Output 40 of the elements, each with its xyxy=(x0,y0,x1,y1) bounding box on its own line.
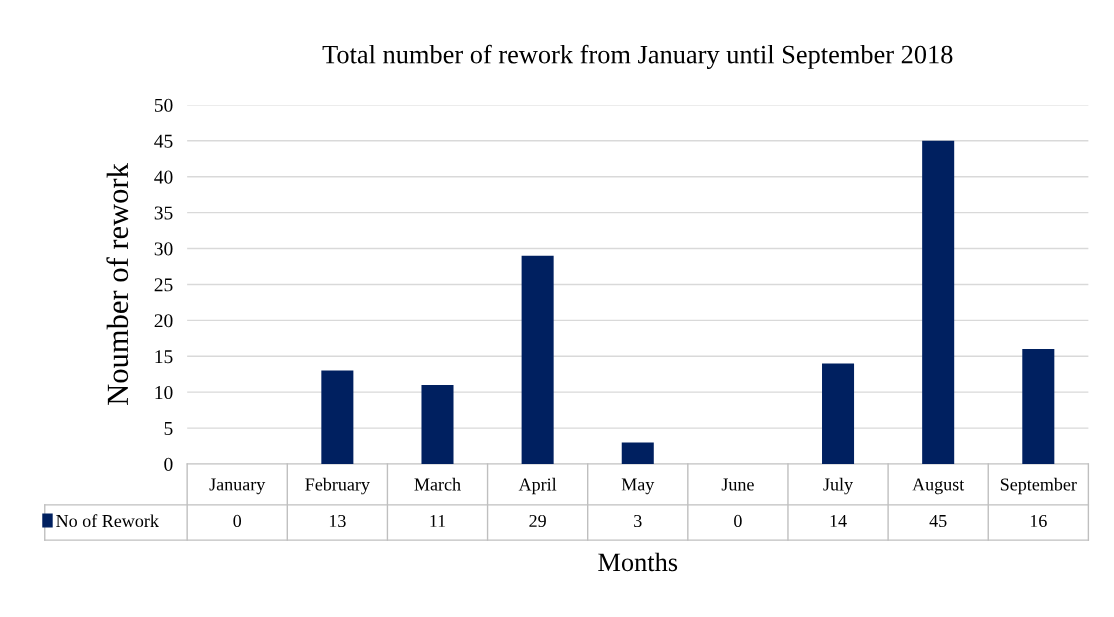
y-tick-label: 40 xyxy=(154,170,173,184)
y-tick-label: 30 xyxy=(154,242,173,256)
data-label: 0 xyxy=(734,514,742,528)
y-axis-title: Noumber of rework xyxy=(106,163,129,405)
data-label: 0 xyxy=(233,514,242,528)
bar xyxy=(421,384,454,464)
x-axis-title: Months xyxy=(598,552,678,572)
bar xyxy=(822,363,855,464)
y-tick-label: 5 xyxy=(164,422,173,436)
y-tick-label: 35 xyxy=(154,206,173,220)
x-tick-label: March xyxy=(414,477,461,491)
chart-title: Total number of rework from January until September 2018 xyxy=(322,44,953,69)
data-label: 13 xyxy=(329,514,346,528)
x-tick-label: January xyxy=(209,478,266,495)
x-tick-label: April xyxy=(518,477,557,495)
y-tick-label: 20 xyxy=(154,314,173,328)
x-tick-label: August xyxy=(912,478,965,495)
y-tick-label: 25 xyxy=(154,278,173,292)
y-tick-label: 45 xyxy=(154,134,173,148)
bar xyxy=(521,255,554,464)
legend-label: No of Rework xyxy=(56,514,159,528)
y-tick-label: 10 xyxy=(155,385,173,400)
data-label: 3 xyxy=(634,514,642,528)
x-tick-label: May xyxy=(621,478,655,495)
x-tick-label: June xyxy=(721,478,754,491)
bar xyxy=(321,370,354,464)
y-tick-label: 15 xyxy=(155,350,173,364)
x-tick-label: July xyxy=(823,477,854,495)
bar xyxy=(922,140,955,464)
y-tick-label: 50 xyxy=(154,98,173,112)
data-label: 16 xyxy=(1030,514,1047,528)
data-label: 14 xyxy=(830,514,847,527)
data-label: 45 xyxy=(929,514,947,528)
x-tick-label: September xyxy=(1000,477,1077,495)
x-tick-label: February xyxy=(305,477,370,495)
bar xyxy=(621,442,654,464)
data-label: 29 xyxy=(529,514,546,528)
y-tick-label: 0 xyxy=(164,457,173,471)
data-label: 11 xyxy=(430,514,446,527)
bar xyxy=(1022,349,1055,464)
